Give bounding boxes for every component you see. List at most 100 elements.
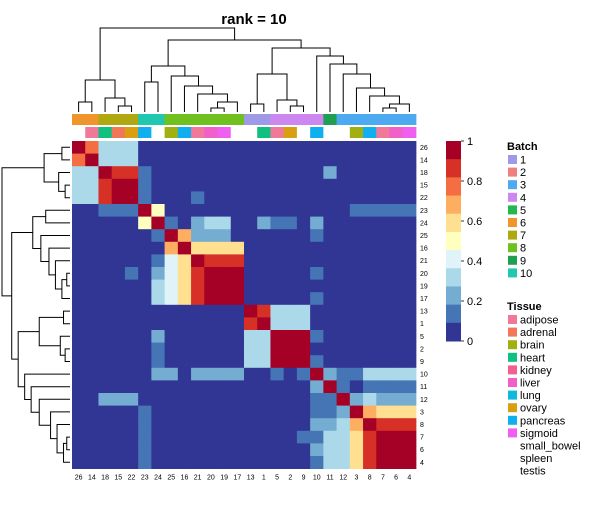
heatmap-cell [98,204,113,217]
heatmap-cell [72,267,86,280]
heatmap-cell [85,317,99,331]
heatmap-cell [283,443,298,457]
row-dendrogram-branch [43,153,62,183]
heatmap-cell [243,216,258,230]
column-label: 17 [233,475,241,482]
heatmap-cell [85,204,99,217]
heatmap-cell [230,355,245,369]
heatmap-cell [323,254,337,268]
heatmap-cell [402,317,417,331]
heatmap-cell [402,216,417,230]
heatmap-cell [204,191,218,205]
heatmap-cell [296,178,311,192]
heatmap-cell [363,241,377,255]
heatmap-cell [164,166,179,180]
heatmap-cell [363,279,377,293]
heatmap-cell [111,405,126,419]
heatmap-cell [296,367,311,381]
heatmap-cell [72,216,86,230]
heatmap-cell [98,153,113,167]
heatmap-cell [363,153,377,167]
heatmap-cell [257,443,271,457]
heatmap-cell [296,456,311,469]
heatmap-cell [177,418,192,432]
heatmap-cell [376,430,390,444]
heatmap-cell [191,330,205,343]
column-label: 9 [302,475,306,482]
heatmap-cell [257,380,271,394]
heatmap-cell [349,456,364,469]
heatmap-cell [296,241,311,255]
heatmap-cell [243,292,258,306]
heatmap-cell [204,204,218,217]
heatmap-cell [204,342,218,356]
heatmap-cell [111,267,126,280]
heatmap-cell [283,367,298,381]
heatmap-cell [243,367,258,381]
heatmap-cell [257,430,271,444]
heatmap-cell [204,166,218,180]
heatmap-cell [230,241,245,255]
heatmap-cell [389,153,404,167]
heatmap-cell [336,254,351,268]
heatmap-cell [111,153,126,167]
heatmap-cell [257,355,271,369]
heatmap-cell [323,430,337,444]
heatmap-cell [336,241,351,255]
row-dendrogram-branch [63,310,70,325]
batch-annotation-cell [336,114,351,125]
heatmap-cell [363,342,377,356]
heatmap-cell [270,405,285,419]
tissue-legend-label: small_bowel [520,441,581,453]
heatmap-cell [283,405,298,419]
heatmap-cell [376,204,390,217]
batch-annotation-cell [230,114,245,125]
heatmap-cell [204,418,218,432]
heatmap-cell [72,430,86,444]
heatmap-cell [389,191,404,205]
heatmap-cell [177,330,192,343]
column-dendrogram-branch [250,103,265,112]
heatmap-cell [191,418,205,432]
heatmap-cell [124,367,139,381]
heatmap-cell [243,355,258,369]
batch-legend-swatch [508,268,517,278]
heatmap-cell [191,355,205,369]
heatmap-cell [217,355,232,369]
heatmap-cell [363,304,377,318]
heatmap-cell [363,418,377,432]
heatmap-cell [151,292,166,306]
heatmap-cell [296,393,311,406]
heatmap-cell [151,254,166,268]
heatmap-cell [349,141,364,154]
heatmap-cell [349,443,364,457]
heatmap-cell [376,166,390,180]
heatmap-cell [164,141,179,154]
row-label: 1 [420,321,424,328]
heatmap-cell [98,229,113,243]
tissue-annotation-cell [98,127,113,138]
batch-annotation-cell [85,114,99,125]
heatmap-cell [257,456,271,469]
row-dendrogram-branch [24,373,70,400]
heatmap-cell [98,456,113,469]
tissue-annotation-cell [323,127,337,138]
heatmap-cell [204,456,218,469]
heatmap-cell [98,241,113,255]
heatmap-cell [111,191,126,205]
row-label: 13 [420,309,428,316]
tissue-annotation-cell [389,127,404,138]
heatmap-cell [217,279,232,293]
heatmap-cell [85,367,99,381]
heatmap-cell [217,330,232,343]
column-dendrogram-branch [84,79,116,102]
heatmap-cell [349,304,364,318]
heatmap-cell [389,342,404,356]
heatmap-cell [138,279,152,293]
heatmap-cell [349,393,364,406]
heatmap-cell [177,279,192,293]
row-label: 17 [420,296,428,303]
heatmap-cell [336,342,351,356]
heatmap-cell [98,405,113,419]
heatmap-cell [124,153,139,167]
